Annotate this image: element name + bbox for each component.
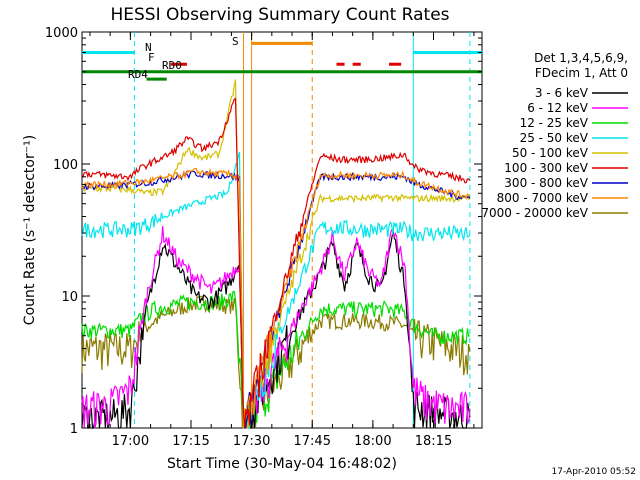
legend: Det 1,3,4,5,6,9, FDecim 1, Att 0 3 - 6 k… <box>481 51 628 220</box>
legend-entry-label: 100 - 300 keV <box>504 161 588 175</box>
x-tick-label: 17:45 <box>294 434 331 449</box>
x-tick-label: 17:00 <box>112 434 149 449</box>
series-line-1 <box>81 226 471 429</box>
x-tick-label: 18:15 <box>415 434 452 449</box>
y-tick-label: 1000 <box>45 26 78 41</box>
y-axis-label: Count Rate (s⁻¹ detector⁻¹) <box>22 135 38 325</box>
flag-label-rd4: RD4 <box>128 68 148 81</box>
y-tick-label: 1 <box>70 422 78 437</box>
series-line-5 <box>81 97 471 429</box>
x-axis-label: Start Time (30-May-04 16:48:02) <box>167 456 397 472</box>
legend-entry-label: 50 - 100 keV <box>512 146 589 160</box>
legend-entry-label: 7000 - 20000 keV <box>481 206 588 220</box>
flag-label-rd0: RD0 <box>162 59 182 72</box>
legend-entry-label: 12 - 25 keV <box>520 116 589 130</box>
legend-entry-label: 6 - 12 keV <box>527 101 589 115</box>
legend-entry-label: 3 - 6 keV <box>535 86 589 100</box>
x-tick-label: 17:15 <box>172 434 209 449</box>
flag-label-s: S <box>232 35 239 48</box>
y-tick-label: 10 <box>61 290 78 305</box>
series-line-4 <box>81 79 471 429</box>
chart-title: HESSI Observing Summary Count Rates <box>110 5 449 25</box>
x-tick-label: 18:00 <box>354 434 391 449</box>
plot-frame <box>81 31 483 429</box>
footer-date: 17-Apr-2010 05:52 <box>552 467 636 477</box>
legend-entry-label: 300 - 800 keV <box>504 176 588 190</box>
legend-entry-label: 25 - 50 keV <box>520 131 589 145</box>
series-line-7 <box>81 167 471 429</box>
series-line-0 <box>81 230 471 430</box>
legend-header-line-1: Det 1,3,4,5,6,9, <box>534 51 628 65</box>
y-tick-label: 100 <box>53 158 78 173</box>
legend-header-line-2: FDecim 1, Att 0 <box>535 66 628 80</box>
flag-label-f: F <box>148 51 155 64</box>
series-line-3 <box>81 151 471 429</box>
flag-label-n: N <box>145 41 152 54</box>
legend-entry-label: 800 - 7000 keV <box>497 191 589 205</box>
x-tick-label: 17:30 <box>233 434 270 449</box>
